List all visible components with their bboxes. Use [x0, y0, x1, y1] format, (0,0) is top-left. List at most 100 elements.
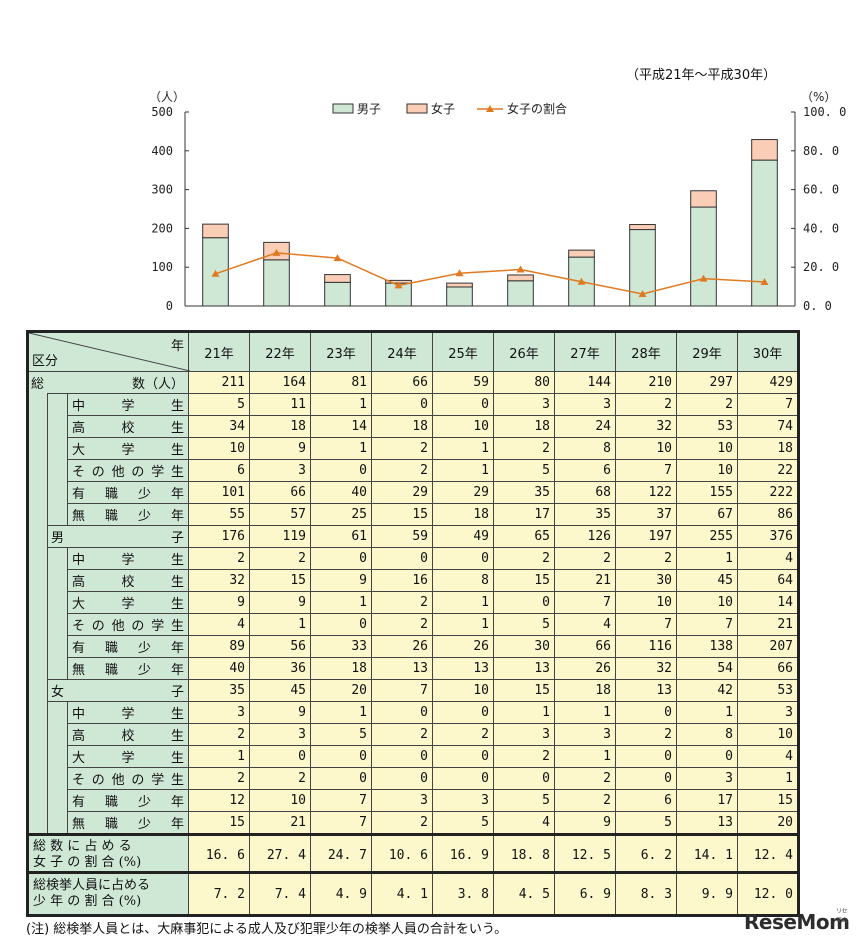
table-cell: 3 [676, 767, 738, 790]
table-cell: 1 [737, 767, 799, 790]
indent-cell [47, 481, 68, 504]
table-cell: 6 [554, 459, 616, 482]
juvenile-ratio-cell: 7. 2 [188, 872, 250, 916]
table-cell: 10 [676, 591, 738, 614]
juvenile-ratio-cell: 8. 3 [615, 872, 677, 916]
table-cell: 9 [249, 701, 311, 724]
legend-label-female: 女子 [431, 101, 455, 116]
y-right-unit: （%） [801, 90, 836, 104]
corner-year-label: 年 [170, 339, 184, 354]
table-cell: 2 [554, 547, 616, 570]
table-cell: 12 [188, 789, 250, 812]
legend-marker-ratio [486, 105, 494, 112]
female-ratio-cell: 10. 6 [371, 833, 433, 876]
table-cell: 222 [737, 481, 799, 504]
table-cell: 17 [493, 503, 555, 526]
table-cell: 10 [432, 679, 494, 702]
indent-cell [47, 437, 68, 460]
table-cell: 22 [737, 459, 799, 482]
table-cell: 68 [554, 481, 616, 504]
table-cell: 4 [737, 745, 799, 768]
juvenile-ratio-label: 総検挙人員に占める 少 年 の 割 合 (%) [27, 872, 189, 916]
table-cell: 0 [432, 547, 494, 570]
table-cell: 34 [188, 415, 250, 438]
table-cell: 26 [371, 635, 433, 658]
table-cell: 1 [432, 591, 494, 614]
row-label: その他の学生 [67, 613, 189, 636]
table-cell: 1 [493, 701, 555, 724]
table-cell: 2 [615, 393, 677, 416]
year-header: 24年 [371, 331, 433, 372]
bar-female [690, 190, 717, 208]
table-cell: 59 [432, 371, 494, 394]
table-cell: 2 [554, 767, 616, 790]
indent-cell [47, 569, 68, 592]
table-cell: 1 [249, 613, 311, 636]
table-cell: 210 [615, 371, 677, 394]
table-cell: 20 [310, 679, 372, 702]
group-indent [27, 679, 48, 702]
table-cell: 66 [554, 635, 616, 658]
table-cell: 0 [493, 591, 555, 614]
table-cell: 8 [432, 569, 494, 592]
table-cell: 0 [493, 767, 555, 790]
table-cell: 18 [249, 415, 311, 438]
table-cell: 32 [615, 657, 677, 680]
table-cell: 18 [432, 503, 494, 526]
row-label-text: 大学生 [72, 443, 184, 458]
table-cell: 4 [554, 613, 616, 636]
female-ratio-label: 総 数 に 占 め る 女 子 の 割 合 (%) [27, 833, 189, 876]
table-cell: 3 [249, 459, 311, 482]
row-label-text: 高校生 [72, 729, 184, 744]
table-cell: 2 [371, 723, 433, 746]
female-ratio-cell: 14. 1 [676, 833, 738, 876]
footnote: (注) 総検挙人員とは、大麻事犯による成人及び犯罪少年の検挙人員の合計をいう。 [26, 922, 508, 937]
indent-cell [47, 415, 68, 438]
table-cell: 15 [737, 789, 799, 812]
table-cell: 14 [310, 415, 372, 438]
row-label-text: その他の学生 [72, 773, 184, 788]
table-cell: 0 [371, 745, 433, 768]
table-cell: 255 [676, 525, 738, 548]
table-cell: 64 [737, 569, 799, 592]
y-left-tick-label: 200 [151, 221, 173, 235]
indent-cell [27, 811, 48, 835]
female-ratio-point [638, 289, 647, 297]
group-total-unit: 数（人） [47, 371, 189, 394]
table-cell: 1 [676, 701, 738, 724]
table-cell: 35 [493, 481, 555, 504]
table-cell: 10 [432, 415, 494, 438]
y-left-tick-label: 400 [151, 144, 173, 158]
juvenile-ratio-cell: 7. 4 [249, 872, 311, 916]
table-cell: 0 [432, 745, 494, 768]
table-cell: 18 [493, 415, 555, 438]
table-cell: 81 [310, 371, 372, 394]
table-cell: 66 [249, 481, 311, 504]
table-cell: 0 [310, 547, 372, 570]
row-label-text: 無職少年 [72, 817, 184, 832]
legend-swatch-female [406, 103, 428, 114]
table-cell: 18 [554, 679, 616, 702]
indent-cell [47, 547, 68, 570]
row-label: 中学生 [67, 393, 189, 416]
table-cell: 2 [188, 723, 250, 746]
juvenile-ratio-cell: 4. 5 [493, 872, 555, 916]
indent-cell [27, 393, 48, 416]
female-ratio-cell: 16. 9 [432, 833, 494, 876]
row-label-text: 高校生 [72, 575, 184, 590]
indent-cell [27, 503, 48, 526]
table-cell: 2 [371, 811, 433, 835]
table-cell: 197 [615, 525, 677, 548]
table-cell: 66 [737, 657, 799, 680]
table-cell: 45 [249, 679, 311, 702]
row-label-text: 大学生 [72, 751, 184, 766]
row-label: 大学生 [67, 591, 189, 614]
table-cell: 32 [188, 569, 250, 592]
row-label: 大学生 [67, 437, 189, 460]
table-cell: 0 [676, 745, 738, 768]
table-cell: 176 [188, 525, 250, 548]
table-cell: 16 [371, 569, 433, 592]
row-label-text: 有職少年 [72, 487, 184, 502]
female-ratio-label-line1: 総 数 に 占 め る [33, 839, 132, 854]
table-cell: 2 [249, 767, 311, 790]
